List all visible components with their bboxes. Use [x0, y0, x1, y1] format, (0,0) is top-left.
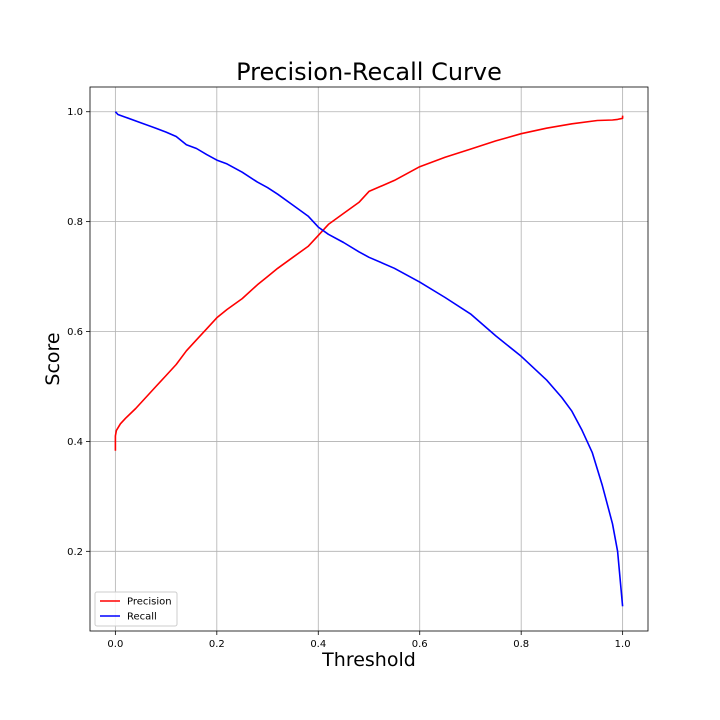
- legend: Precision Recall: [94, 591, 178, 627]
- x-tick-label: 0.0: [107, 639, 123, 650]
- y-axis-label: Score: [42, 332, 64, 385]
- series-layer: [114, 111, 624, 607]
- grid: [90, 87, 648, 631]
- legend-label: Recall: [127, 612, 157, 623]
- y-tick-label: 0.6: [67, 327, 83, 338]
- x-tick-label: 0.2: [209, 639, 225, 650]
- series-line-precision: [114, 115, 624, 451]
- y-tick-label: 0.8: [67, 217, 83, 228]
- chart-title: Precision-Recall Curve: [236, 58, 502, 86]
- x-tick-label: 0.6: [412, 639, 428, 650]
- ticks: 0.0 0.2 0.4 0.6 0.8 1.0 0.2 0.4 0.6 0.8 1.0: [67, 107, 630, 650]
- series-line-recall: [114, 111, 624, 607]
- legend-label: Precision: [127, 597, 172, 608]
- y-tick-label: 0.4: [67, 437, 83, 448]
- plot-frame: [89, 86, 649, 632]
- x-tick-label: 0.8: [513, 639, 529, 650]
- x-tick-label: 0.4: [310, 639, 326, 650]
- y-tick-label: 1.0: [67, 107, 83, 118]
- x-axis-label: Threshold: [321, 649, 416, 671]
- y-tick-label: 0.2: [67, 547, 83, 558]
- x-tick-label: 1.0: [615, 639, 631, 650]
